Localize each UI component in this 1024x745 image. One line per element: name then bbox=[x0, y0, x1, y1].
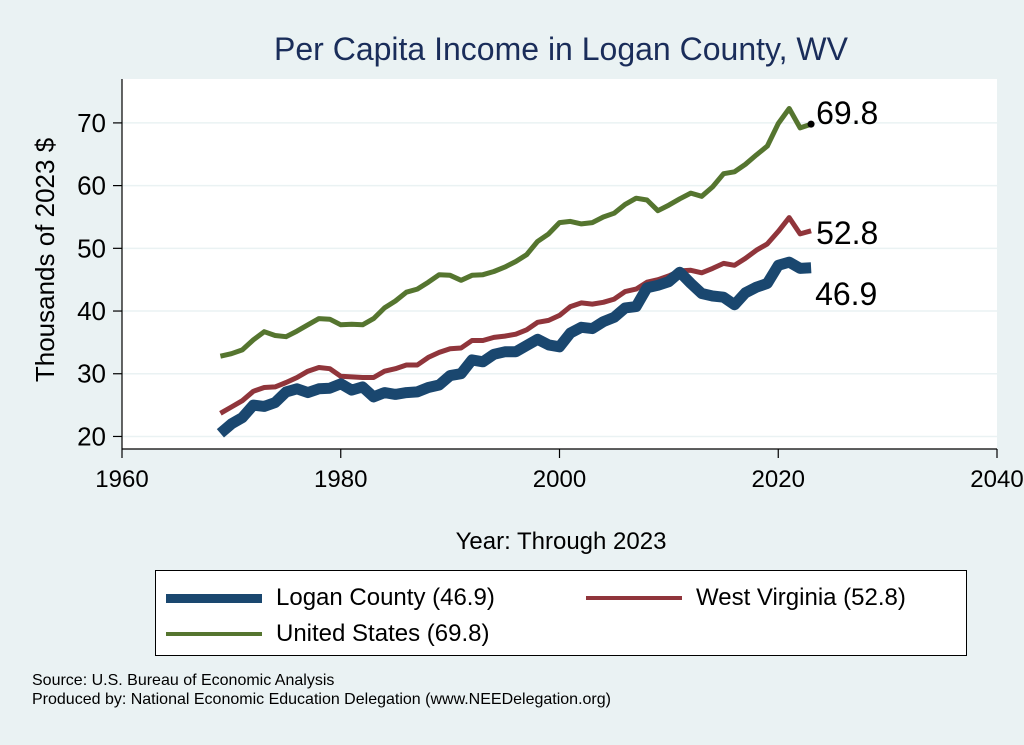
y-tick-label: 30 bbox=[77, 359, 106, 389]
series-line-united-states bbox=[219, 106, 812, 359]
legend-swatch-united-states bbox=[166, 632, 262, 636]
source-note: Source: U.S. Bureau of Economic Analysis bbox=[32, 672, 335, 689]
x-tick-label: 2000 bbox=[533, 466, 586, 493]
producer-note: Produced by: National Economic Education… bbox=[32, 691, 611, 708]
x-tick-label: 2040 bbox=[970, 466, 1023, 493]
series-line-logan-county bbox=[216, 256, 812, 438]
legend-swatch-logan-county bbox=[166, 593, 262, 603]
x-tick-label: 1960 bbox=[95, 466, 148, 493]
y-tick-label: 70 bbox=[77, 108, 106, 138]
y-tick-label: 60 bbox=[77, 171, 106, 201]
legend-item-united-states: United States (69.8) bbox=[166, 619, 489, 649]
y-tick-label: 50 bbox=[77, 233, 106, 263]
series-layer: 46.9 52.8 69.8 bbox=[216, 95, 878, 438]
legend-item-west-virginia: West Virginia (52.8) bbox=[586, 583, 906, 613]
axes: 20 30 40 50 60 70 1960 1980 2000 2020 2040 bbox=[77, 79, 1024, 493]
end-label-logan-county: 46.9 bbox=[815, 276, 877, 312]
legend-label-logan-county: Logan County (46.9) bbox=[276, 584, 495, 611]
legend-swatch-west-virginia bbox=[586, 596, 682, 600]
y-tick-label: 40 bbox=[77, 296, 106, 326]
end-label-west-virginia: 52.8 bbox=[816, 215, 878, 251]
x-tick-label: 1980 bbox=[314, 466, 367, 493]
y-tick-label: 20 bbox=[77, 421, 106, 451]
gridlines bbox=[122, 122, 997, 438]
chart-title: Per Capita Income in Logan County, WV bbox=[274, 31, 849, 67]
x-axis-title: Year: Through 2023 bbox=[456, 528, 667, 555]
y-axis-title: Thousands of 2023 $ bbox=[30, 137, 60, 382]
end-label-united-states: 69.8 bbox=[816, 95, 878, 131]
legend-label-west-virginia: West Virginia (52.8) bbox=[696, 584, 906, 611]
legend-item-logan-county: Logan County (46.9) bbox=[166, 583, 495, 613]
series-line-west-virginia bbox=[219, 215, 812, 416]
x-tick-label: 2020 bbox=[752, 466, 805, 493]
legend-label-united-states: United States (69.8) bbox=[276, 620, 490, 647]
legend: Logan County (46.9) West Virginia (52.8)… bbox=[155, 570, 967, 656]
end-marker-united-states bbox=[807, 120, 815, 128]
